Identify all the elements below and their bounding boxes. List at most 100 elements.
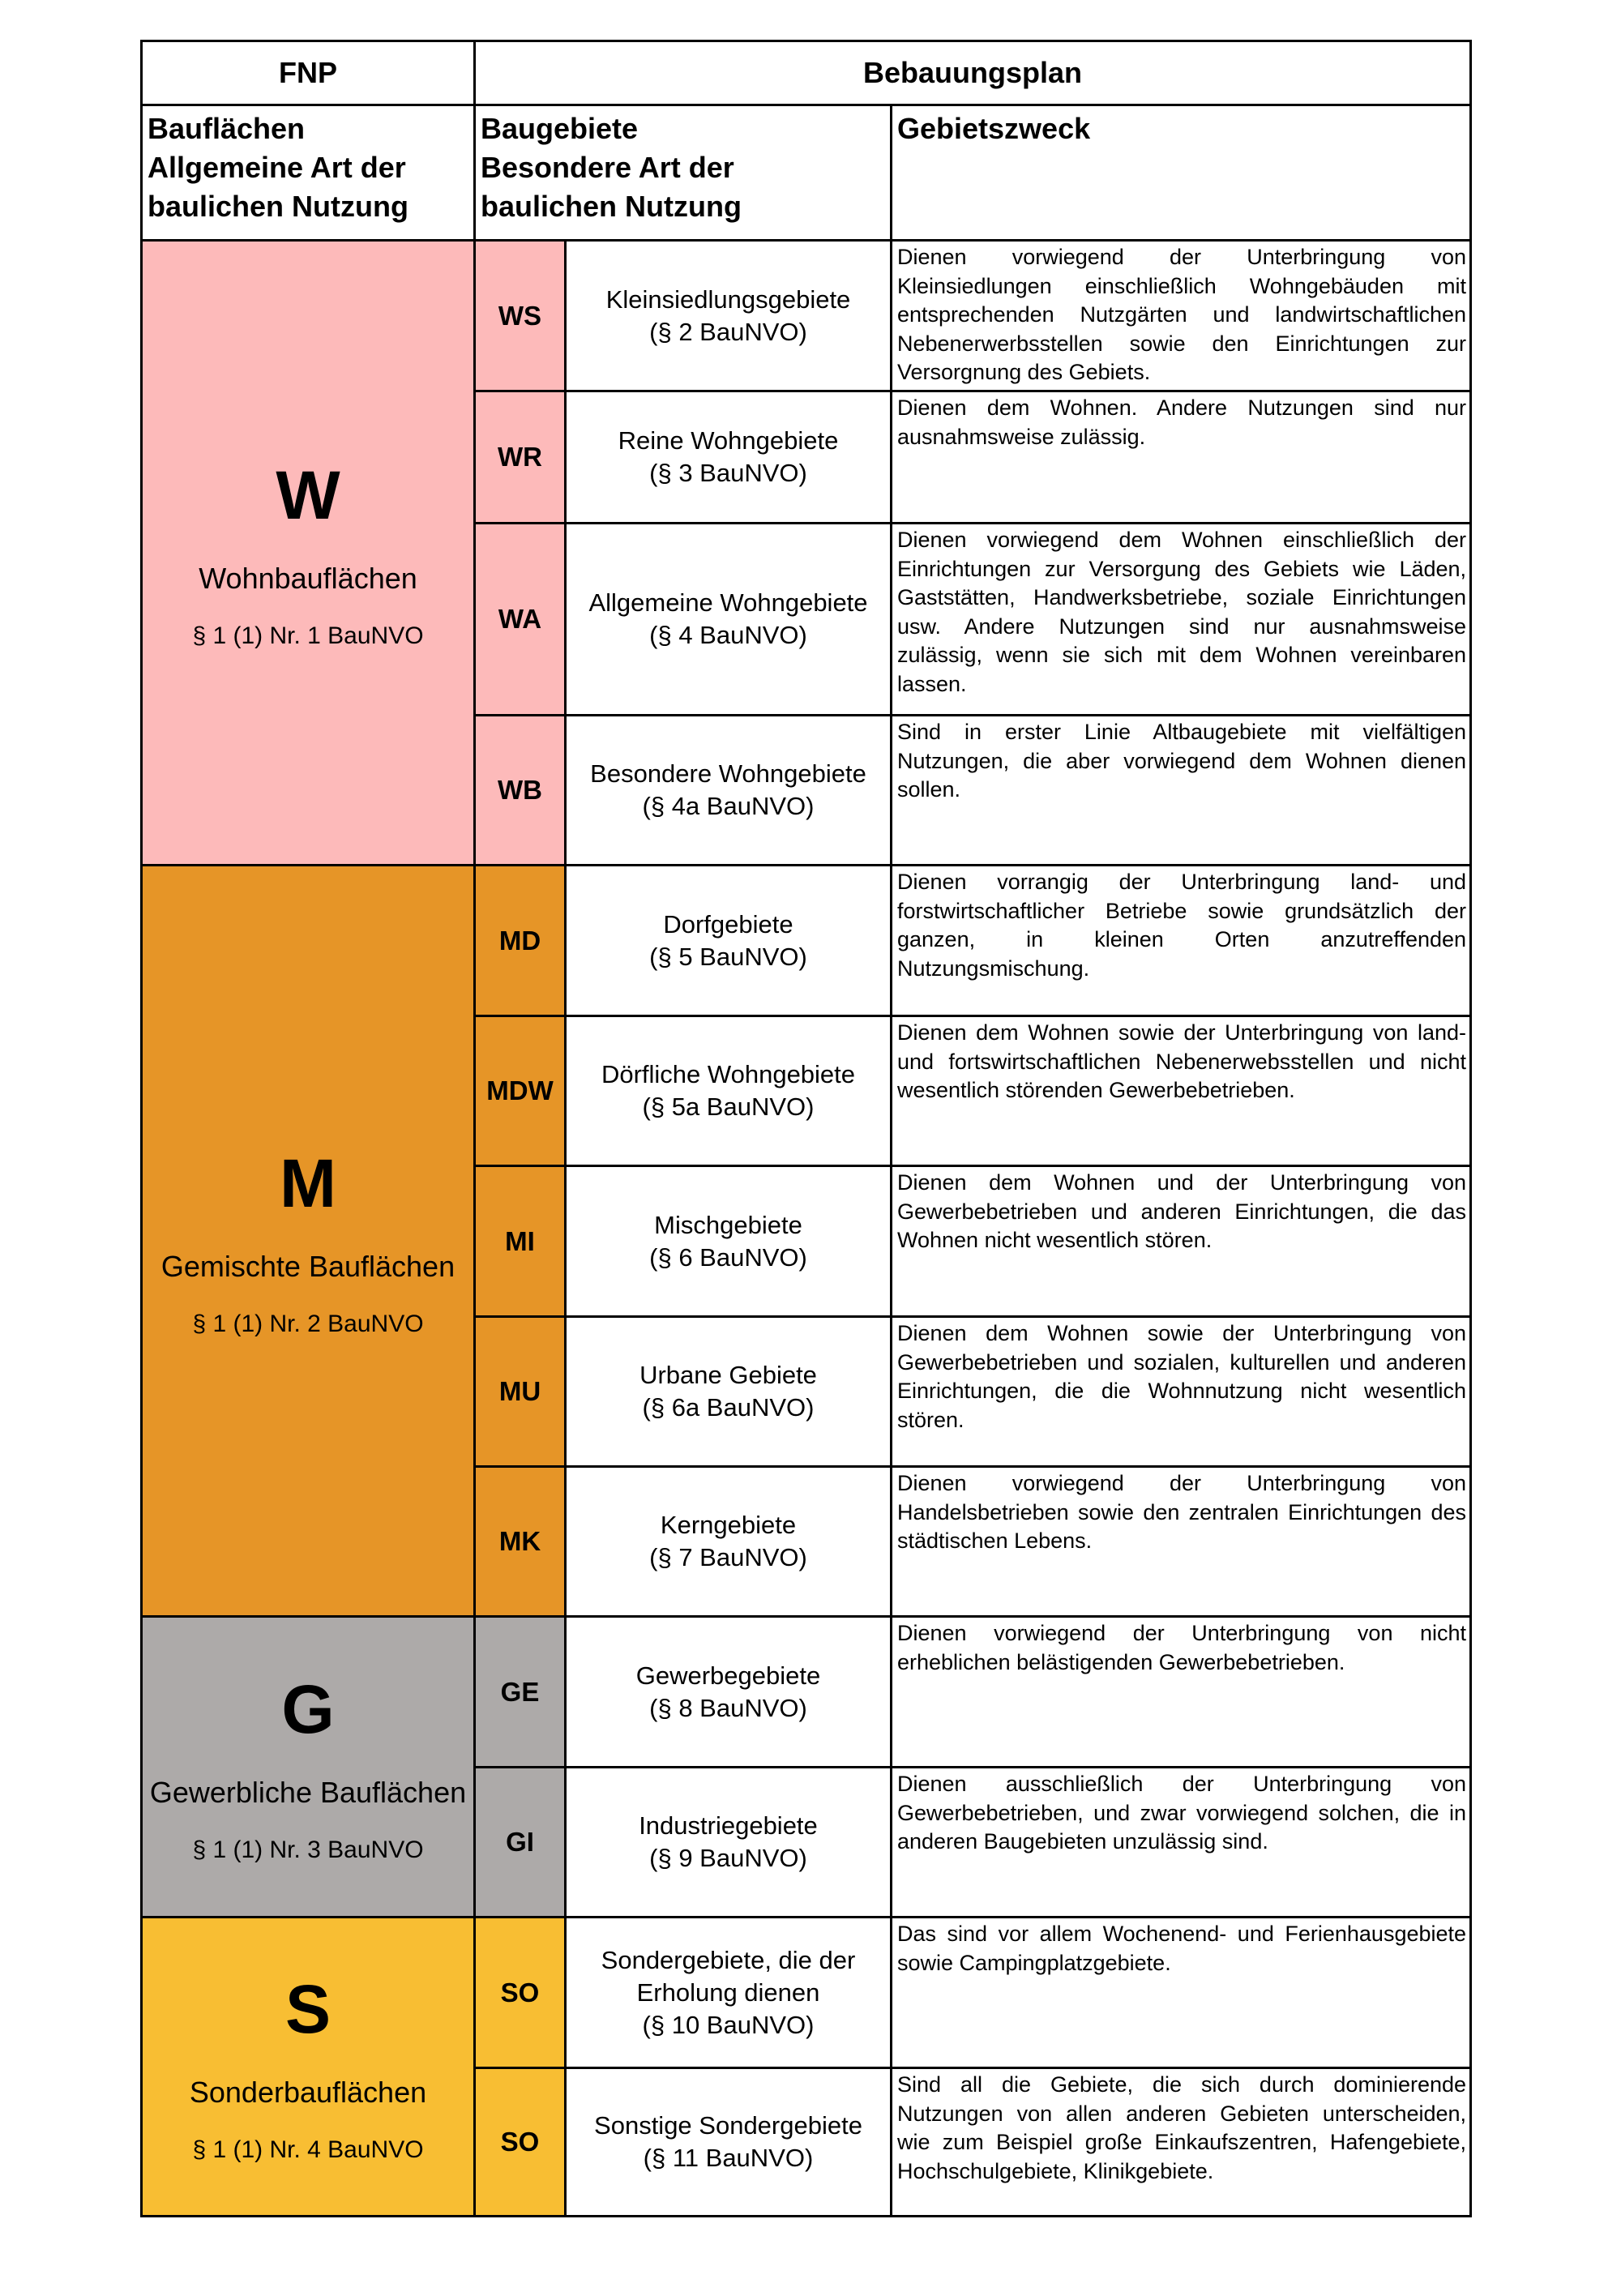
table-row: WA Allgemeine Wohngebiete (§ 4 BauNVO) D… <box>142 522 1473 716</box>
group-name: Gewerbliche Bauflächen <box>149 1775 467 1809</box>
table-row: MK Kerngebiete (§ 7 BauNVO) Dienen vorwi… <box>142 1465 1473 1618</box>
area-purpose: Dienen ausschließlich der Unterbringung … <box>889 1766 1473 1918</box>
table-row: MI Mischgebiete (§ 6 BauNVO) Dienen dem … <box>142 1165 1473 1318</box>
area-name-cell: Allgemeine Wohngebiete (§ 4 BauNVO) <box>564 522 892 716</box>
table-row: MU Urbane Gebiete (§ 6a BauNVO) Dienen d… <box>142 1315 1473 1468</box>
area-name-cell: Mischgebiete (§ 6 BauNVO) <box>564 1165 892 1318</box>
area-purpose: Dienen dem Wohnen sowie der Unterbringun… <box>889 1015 1473 1167</box>
area-name: Besondere Wohngebiete <box>590 759 866 788</box>
area-name: Reine Wohngebiete <box>618 426 839 455</box>
group-name: Gemischte Bauflächen <box>160 1249 456 1283</box>
area-name-cell: Kerngebiete (§ 7 BauNVO) <box>564 1465 892 1618</box>
group-cell-s: S Sonderbauflächen § 1 (1) Nr. 4 BauNVO <box>140 1916 476 2217</box>
area-name-cell: Dorfgebiete (§ 5 BauNVO) <box>564 864 892 1017</box>
area-code: MU <box>473 1315 567 1468</box>
table-row: W Wohnbauflächen § 1 (1) Nr. 1 BauNVO WS… <box>140 239 1473 866</box>
group-letter: G <box>281 1670 335 1747</box>
group-name: Wohnbauflächen <box>199 561 417 595</box>
header-bauflaechen: Bauflächen Allgemeine Art der baulichen … <box>140 104 476 242</box>
area-name: Kleinsiedlungsgebiete <box>605 284 851 314</box>
table-row: M Gemischte Bauflächen § 1 (1) Nr. 2 Bau… <box>140 864 1473 1618</box>
area-reference: (§ 4a BauNVO) <box>642 792 815 820</box>
area-reference: (§ 2 BauNVO) <box>649 317 807 346</box>
area-name: Urbane Gebiete <box>639 1361 817 1389</box>
area-code: WS <box>473 239 567 392</box>
area-reference: (§ 6 BauNVO) <box>649 1242 807 1272</box>
table-row: G Gewerbliche Bauflächen § 1 (1) Nr. 3 B… <box>140 1615 1473 1918</box>
group-cell-g: G Gewerbliche Bauflächen § 1 (1) Nr. 3 B… <box>140 1615 476 1918</box>
area-name-cell: Kleinsiedlungsgebiete (§ 2 BauNVO) <box>564 239 892 392</box>
area-name: Sonstige Sondergebiete <box>594 2111 862 2140</box>
area-name: Sondergebiete, die der Erholung dienen <box>601 1945 856 2007</box>
group-cell-m: M Gemischte Bauflächen § 1 (1) Nr. 2 Bau… <box>140 864 476 1618</box>
area-name: Allgemeine Wohngebiete <box>588 588 868 617</box>
area-code: GE <box>473 1615 567 1768</box>
area-purpose: Sind all die Gebiete, die sich durch dom… <box>889 2067 1473 2217</box>
area-purpose: Dienen vorwiegend der Unterbringung von … <box>889 1615 1473 1768</box>
header-gebietszweck: Gebietszweck <box>889 104 1473 242</box>
area-name-cell: Sondergebiete, die der Erholung dienen (… <box>564 1916 892 2069</box>
header-line: Allgemeine Art der <box>148 151 406 184</box>
group-reference: § 1 (1) Nr. 3 BauNVO <box>192 1836 424 1863</box>
group-letter: W <box>276 456 340 533</box>
area-name: Kerngebiete <box>660 1511 797 1539</box>
header-bebauungsplan: Bebauungsplan <box>473 40 1473 106</box>
header-baugebiete: Baugebiete Besondere Art der baulichen N… <box>473 104 892 242</box>
land-use-table: FNP Bebauungsplan Bauflächen Allgemeine … <box>140 40 1473 2217</box>
table-row: WR Reine Wohngebiete (§ 3 BauNVO) Dienen… <box>142 390 1473 524</box>
table-row: WB Besondere Wohngebiete (§ 4a BauNVO) S… <box>142 714 1473 866</box>
header-fnp: FNP <box>140 40 476 106</box>
group-name: Sonderbauflächen <box>189 2075 427 2109</box>
area-code: WA <box>473 522 567 716</box>
header-line: Bauflächen <box>148 112 306 145</box>
area-reference: (§ 11 BauNVO) <box>643 2144 814 2172</box>
area-name-cell: Gewerbegebiete (§ 8 BauNVO) <box>564 1615 892 1768</box>
group-reference: § 1 (1) Nr. 4 BauNVO <box>192 2136 424 2163</box>
area-purpose: Sind in erster Linie Altbaugebiete mit v… <box>889 714 1473 866</box>
area-reference: (§ 5a BauNVO) <box>642 1092 815 1121</box>
area-code: WB <box>473 714 567 866</box>
group-reference: § 1 (1) Nr. 2 BauNVO <box>192 1310 424 1337</box>
table-row: S Sonderbauflächen § 1 (1) Nr. 4 BauNVO … <box>140 1916 1473 2217</box>
area-reference: (§ 3 BauNVO) <box>649 459 807 487</box>
area-reference: (§ 8 BauNVO) <box>649 1693 807 1722</box>
area-reference: (§ 9 BauNVO) <box>649 1844 807 1872</box>
header-line: baulichen Nutzung <box>481 190 742 223</box>
area-code: MDW <box>473 1015 567 1167</box>
area-reference: (§ 4 BauNVO) <box>649 621 807 649</box>
area-code: MD <box>473 864 567 1017</box>
area-purpose: Dienen vorwiegend dem Wohnen einschließl… <box>889 522 1473 716</box>
group-cell-w: W Wohnbauflächen § 1 (1) Nr. 1 BauNVO <box>140 239 476 866</box>
area-purpose: Dienen dem Wohnen und der Unterbringung … <box>889 1165 1473 1318</box>
area-name-cell: Besondere Wohngebiete (§ 4a BauNVO) <box>564 714 892 866</box>
area-purpose: Dienen vorrangig der Unterbringung land-… <box>889 864 1473 1017</box>
group-letter: M <box>280 1144 336 1221</box>
area-code: MK <box>473 1465 567 1618</box>
header-line: baulichen Nutzung <box>148 190 408 223</box>
area-purpose: Dienen vorwiegend der Unterbringung von … <box>889 239 1473 392</box>
area-name-cell: Sonstige Sondergebiete (§ 11 BauNVO) <box>564 2067 892 2217</box>
area-purpose: Dienen vorwiegend der Unterbringung von … <box>889 1465 1473 1618</box>
area-code: MI <box>473 1165 567 1318</box>
area-name: Mischgebiete <box>654 1210 802 1239</box>
area-name: Dorfgebiete <box>663 909 793 938</box>
area-purpose: Dienen dem Wohnen sowie der Unterbringun… <box>889 1315 1473 1468</box>
area-reference: (§ 7 BauNVO) <box>649 1543 807 1571</box>
area-code: GI <box>473 1766 567 1918</box>
table-row: MDW Dörfliche Wohngebiete (§ 5a BauNVO) … <box>142 1015 1473 1167</box>
area-code: SO <box>473 1916 567 2069</box>
area-reference: (§ 10 BauNVO) <box>642 2010 815 2039</box>
area-name: Gewerbegebiete <box>635 1661 821 1690</box>
header-row-sub: Bauflächen Allgemeine Art der baulichen … <box>140 104 1473 242</box>
area-name-cell: Industriegebiete (§ 9 BauNVO) <box>564 1766 892 1918</box>
header-line: Besondere Art der <box>481 151 734 184</box>
area-name: Dörfliche Wohngebiete <box>601 1060 856 1088</box>
area-code: WR <box>473 390 567 524</box>
area-reference: (§ 6a BauNVO) <box>642 1393 815 1422</box>
area-name: Industriegebiete <box>639 1811 818 1840</box>
header-line: Baugebiete <box>481 112 639 145</box>
area-code: SO <box>473 2067 567 2217</box>
area-purpose: Dienen dem Wohnen. Andere Nutzungen sind… <box>889 390 1473 524</box>
area-name-cell: Urbane Gebiete (§ 6a BauNVO) <box>564 1315 892 1468</box>
area-purpose: Das sind vor allem Wochenend- und Ferien… <box>889 1916 1473 2069</box>
